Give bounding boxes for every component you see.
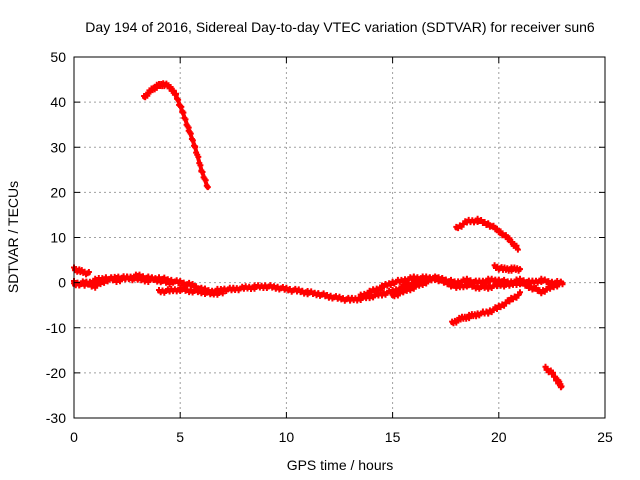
data-point-baseline-f	[520, 279, 527, 286]
data-point-baseline-d	[219, 290, 226, 297]
data-point-arc-high	[192, 143, 199, 150]
data-point-arc-high	[195, 153, 202, 160]
x-tick-label: 15	[385, 429, 401, 445]
data-point-arc-mid	[490, 222, 497, 229]
x-tick-label: 20	[491, 429, 507, 445]
y-tick-label: 20	[50, 184, 66, 200]
y-tick-label: 10	[50, 230, 66, 246]
y-tick-label: -20	[46, 365, 66, 381]
data-marks	[71, 80, 566, 391]
y-axis-label: SDTVAR / TECUs	[5, 181, 21, 293]
grid-lines	[74, 57, 605, 418]
data-point-baseline-f	[446, 280, 453, 287]
data-point-rise-neg	[517, 289, 523, 296]
y-tick-label: 40	[50, 94, 66, 110]
data-point-arc-mid	[509, 239, 516, 245]
chart-title: Day 194 of 2016, Sidereal Day-to-day VTE…	[85, 19, 595, 35]
data-point-arc-high	[189, 137, 196, 144]
data-point-baseline-a	[189, 281, 196, 287]
data-point-arc-mid	[506, 235, 513, 242]
data-point-arc-high	[197, 162, 204, 169]
data-point-baseline-f	[442, 278, 449, 284]
data-point-arc-high	[187, 130, 194, 137]
y-tick-label: 0	[58, 275, 66, 291]
y-tick-label: -30	[46, 410, 66, 426]
data-point-arc-mid	[513, 242, 520, 249]
data-point-arc-high	[182, 116, 189, 123]
data-point-short-dash	[517, 266, 523, 273]
data-point-baseline-c	[166, 281, 173, 288]
x-tick-label: 0	[70, 429, 78, 445]
data-point-arc-mid	[514, 246, 521, 253]
data-point-arc-high	[175, 96, 182, 103]
x-tick-label: 25	[597, 429, 613, 445]
data-point-drop-late	[558, 383, 565, 390]
x-tick-label: 5	[176, 429, 184, 445]
data-point-arc-high	[199, 169, 206, 175]
data-point-arc-mid	[485, 220, 492, 227]
data-point-baseline-f	[433, 275, 440, 282]
data-point-baseline-b	[85, 269, 92, 275]
axis-ticks: 0 5 10 15 20 25 -30 -20 -10 0 10 20 30 40 50	[46, 49, 613, 445]
data-point-baseline-f	[559, 280, 566, 287]
data-point-baseline-f	[527, 283, 534, 290]
data-point-baseline-f	[524, 281, 531, 288]
data-point-arc-high	[180, 109, 187, 116]
data-point-baseline-f	[439, 276, 446, 283]
data-point-baseline-f	[533, 284, 539, 291]
data-point-arc-high	[202, 177, 209, 184]
data-point-arc-high	[204, 184, 211, 191]
data-point-arc-mid	[502, 232, 509, 239]
y-tick-label: -10	[46, 320, 66, 336]
x-tick-label: 10	[279, 429, 295, 445]
y-tick-label: 50	[50, 49, 66, 65]
data-point-arc-mid	[497, 228, 504, 235]
y-tick-label: 30	[50, 139, 66, 155]
data-point-arc-high	[170, 87, 177, 94]
data-point-arc-high	[167, 84, 174, 90]
x-axis-label: GPS time / hours	[287, 457, 394, 473]
